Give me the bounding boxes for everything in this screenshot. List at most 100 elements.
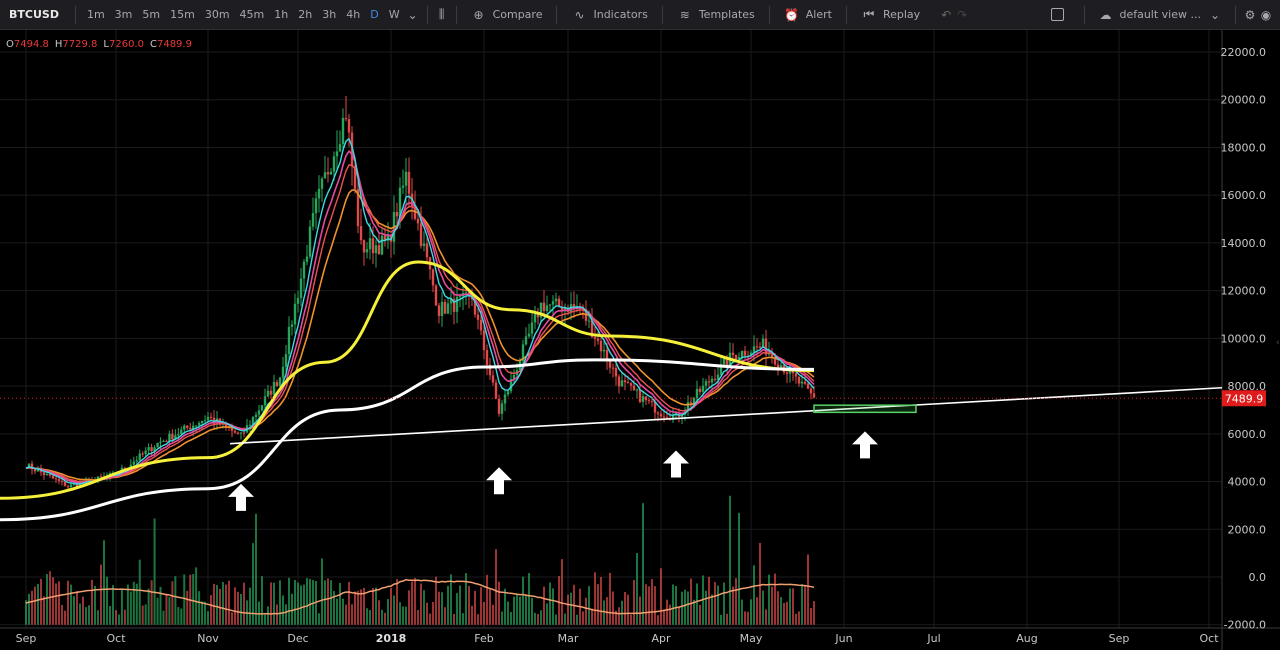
volume-bar bbox=[408, 590, 410, 625]
volume-bar bbox=[61, 604, 63, 625]
target-zone-box bbox=[813, 404, 917, 414]
volume-bar bbox=[46, 574, 48, 625]
indicators-button[interactable]: ∿ Indicators bbox=[563, 8, 655, 22]
replay-label: Replay bbox=[882, 8, 921, 21]
volume-bar bbox=[327, 578, 329, 625]
volume-bar bbox=[420, 583, 422, 625]
candle-body bbox=[440, 301, 444, 316]
interval-3m[interactable]: 3m bbox=[114, 8, 133, 21]
volume-bar bbox=[192, 574, 195, 625]
volume-bar bbox=[546, 603, 548, 625]
compare-button[interactable]: ⊕ Compare bbox=[463, 8, 551, 22]
candle-body bbox=[437, 305, 441, 316]
layout-button[interactable]: ☁ default view ... ⌄ bbox=[1091, 8, 1229, 22]
gear-icon[interactable]: ⚙ bbox=[1244, 7, 1256, 22]
volume-bar bbox=[792, 588, 794, 625]
candle-body bbox=[311, 213, 315, 227]
interval-5m[interactable]: 5m bbox=[142, 8, 161, 21]
price-axis-label: 4000.0 bbox=[1228, 476, 1267, 489]
volume-bar bbox=[549, 582, 551, 625]
volume-bar bbox=[153, 518, 156, 625]
chevron-down-icon[interactable]: ⌄ bbox=[407, 7, 418, 22]
ohlc-close: C7489.9 bbox=[150, 39, 192, 50]
undo-icon[interactable]: ↶ bbox=[941, 7, 952, 22]
candle-body bbox=[233, 430, 237, 433]
interval-1m[interactable]: 1m bbox=[86, 8, 105, 21]
volume-bar bbox=[183, 574, 186, 625]
candle-body bbox=[719, 364, 723, 375]
candle-body bbox=[165, 440, 168, 442]
volume-bar bbox=[393, 595, 395, 625]
volume-bar bbox=[450, 574, 452, 625]
interval-w[interactable]: W bbox=[388, 8, 400, 21]
candle-body bbox=[335, 151, 339, 157]
volume-bar bbox=[435, 576, 437, 625]
volume-bar bbox=[76, 590, 78, 625]
low-key: L bbox=[103, 39, 109, 50]
volume-bar bbox=[762, 590, 764, 625]
candle-body bbox=[353, 166, 357, 189]
volume-bar bbox=[720, 614, 722, 625]
volume-bar bbox=[279, 580, 281, 625]
candle-body bbox=[362, 240, 366, 253]
indicators-label: Indicators bbox=[593, 8, 648, 21]
volume-bar bbox=[300, 585, 302, 625]
interval-1h[interactable]: 1h bbox=[274, 8, 289, 21]
up-arrow-marker bbox=[486, 467, 512, 495]
price-axis-label: -2000.0 bbox=[1224, 619, 1266, 632]
interval-15m[interactable]: 15m bbox=[170, 8, 195, 21]
ohlc-low: L7260.0 bbox=[103, 39, 144, 50]
interval-2h[interactable]: 2h bbox=[298, 8, 313, 21]
candle-body bbox=[635, 389, 639, 391]
interval-3h[interactable]: 3h bbox=[322, 8, 337, 21]
candle-body bbox=[404, 171, 408, 186]
ohlc-high: H7729.8 bbox=[55, 39, 98, 50]
candle-body bbox=[554, 298, 558, 302]
price-axis-label: 18000.0 bbox=[1221, 141, 1267, 154]
price-chart[interactable]: 22000.0 20000.0 18000.0 16000.0 14000.0 12000… bbox=[0, 30, 1280, 650]
interval-4h[interactable]: 4h bbox=[346, 8, 361, 21]
ma-white-line bbox=[0, 358, 815, 522]
fullscreen-icon[interactable] bbox=[1051, 8, 1065, 21]
candle-body bbox=[536, 313, 540, 318]
interval-d[interactable]: D bbox=[370, 8, 379, 21]
volume-bar bbox=[135, 583, 138, 625]
templates-label: Templates bbox=[698, 8, 755, 21]
candle-body bbox=[212, 417, 216, 424]
volume-bar bbox=[264, 614, 266, 625]
volume-bar bbox=[459, 585, 461, 625]
volume-bar bbox=[735, 578, 737, 625]
alert-button[interactable]: ⏰ Alert bbox=[776, 8, 840, 22]
volume-bar bbox=[540, 610, 542, 625]
volume-bar bbox=[504, 588, 506, 625]
candle-body bbox=[776, 364, 780, 368]
candle-body bbox=[758, 346, 762, 348]
volume-bar bbox=[186, 590, 189, 625]
candles-icon[interactable]: ⫼ bbox=[438, 7, 445, 21]
candle-body bbox=[278, 377, 282, 387]
volume-bar bbox=[717, 585, 719, 625]
candle-body bbox=[770, 352, 774, 358]
symbol-label[interactable]: BTCUSD bbox=[9, 8, 59, 21]
candle-body bbox=[254, 414, 258, 418]
toolbar-divider bbox=[768, 5, 770, 24]
chevron-down-icon: ⌄ bbox=[1209, 7, 1221, 22]
volume-bar bbox=[43, 596, 45, 625]
replay-button[interactable]: ⏮ Replay bbox=[853, 7, 928, 22]
volume-bar bbox=[120, 589, 123, 625]
camera-icon[interactable]: ◉ bbox=[1260, 7, 1272, 22]
volume-bar bbox=[810, 608, 812, 625]
interval-30m[interactable]: 30m bbox=[204, 8, 230, 21]
price-axis-label: 10000.0 bbox=[1221, 332, 1267, 345]
candle-body bbox=[269, 390, 273, 395]
templates-button[interactable]: ≋ Templates bbox=[669, 8, 763, 22]
interval-45m[interactable]: 45m bbox=[239, 8, 265, 21]
volume-bar bbox=[297, 582, 299, 625]
time-axis-label: Oct bbox=[106, 632, 126, 645]
volume-bar bbox=[312, 580, 314, 625]
candle-body bbox=[236, 432, 240, 434]
redo-icon[interactable]: ↷ bbox=[957, 7, 968, 22]
candle-body bbox=[539, 302, 543, 318]
price-axis-label: 20000.0 bbox=[1221, 94, 1267, 107]
time-axis-label: 2018 bbox=[376, 632, 407, 645]
